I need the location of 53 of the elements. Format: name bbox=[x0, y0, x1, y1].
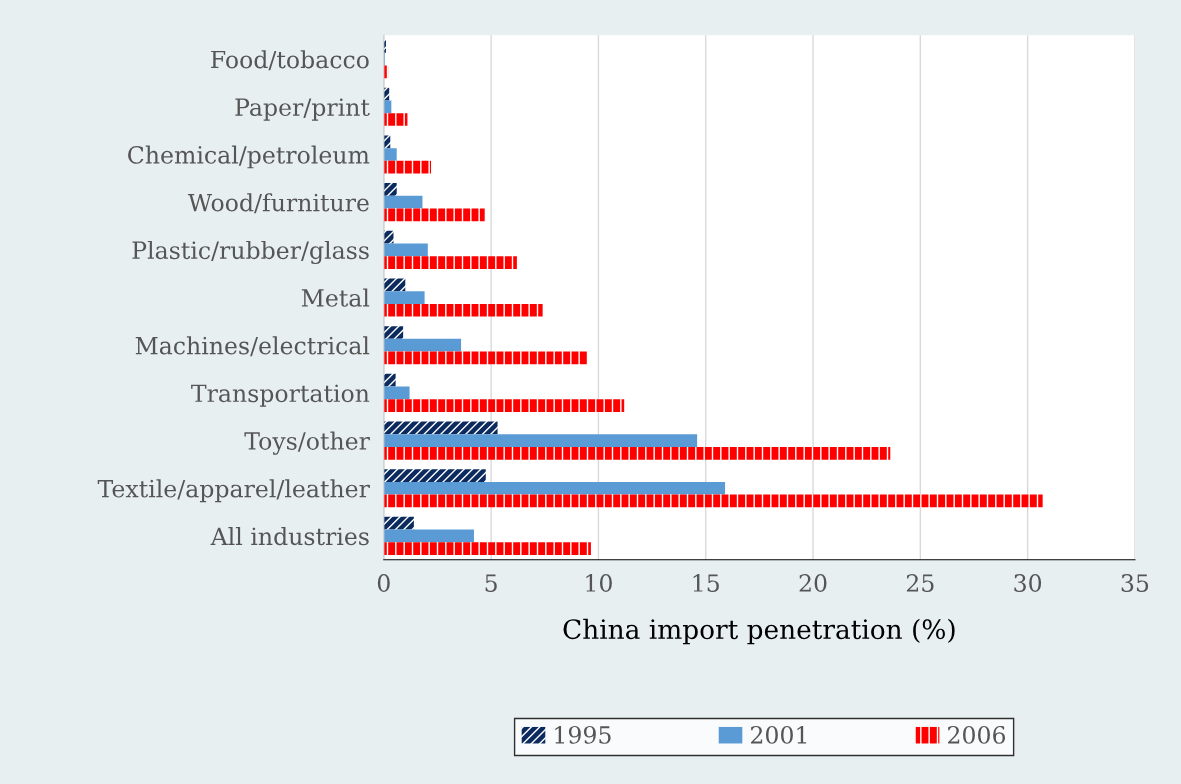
bar bbox=[383, 135, 391, 149]
x-tick-label: 30 bbox=[1014, 574, 1042, 592]
bar bbox=[383, 195, 423, 209]
bar bbox=[383, 421, 498, 435]
y-tick-label: Paper/print bbox=[235, 98, 370, 121]
y-tick-label: Metal bbox=[301, 288, 370, 307]
bar bbox=[383, 351, 588, 365]
bar bbox=[383, 256, 517, 269]
x-tick-label: 20 bbox=[799, 574, 827, 592]
y-tick-label: Toys/other bbox=[244, 431, 370, 455]
bar bbox=[383, 160, 432, 174]
bar bbox=[383, 243, 428, 257]
bar bbox=[383, 434, 698, 447]
bar bbox=[383, 100, 392, 114]
y-tick-label: Plastic/rubber/glass bbox=[132, 240, 369, 265]
bar bbox=[383, 386, 410, 400]
legend-label: 1995 bbox=[555, 725, 611, 744]
y-tick-label: Chemical/petroleum bbox=[128, 145, 370, 169]
bar bbox=[383, 338, 462, 352]
bar bbox=[383, 446, 891, 460]
legend-label: 2001 bbox=[751, 725, 807, 744]
bar bbox=[383, 40, 386, 53]
y-tick-label: Textile/apparel/leather bbox=[97, 479, 370, 503]
bar bbox=[383, 494, 1043, 508]
bar bbox=[383, 529, 474, 543]
bar bbox=[383, 291, 425, 304]
x-axis-title: China import penetration (%) bbox=[563, 618, 955, 645]
bar bbox=[383, 326, 404, 339]
y-tick-label: All industries bbox=[210, 526, 369, 546]
bar bbox=[383, 183, 397, 196]
bar bbox=[383, 542, 591, 556]
bar bbox=[383, 481, 726, 495]
legend-label: 2006 bbox=[948, 725, 1006, 744]
bar bbox=[383, 373, 396, 387]
bar bbox=[383, 516, 414, 530]
x-tick-label: 35 bbox=[1121, 574, 1149, 592]
x-tick-label: 10 bbox=[586, 574, 612, 592]
bar bbox=[383, 399, 625, 412]
bar bbox=[383, 278, 406, 292]
bar bbox=[383, 113, 408, 126]
x-tick-label: 15 bbox=[693, 574, 719, 592]
y-tick-label: Transportation bbox=[191, 384, 370, 407]
y-tick-label: Machines/electrical bbox=[135, 336, 370, 357]
x-tick-label: 5 bbox=[485, 574, 497, 592]
y-tick-label: Wood/furniture bbox=[187, 193, 369, 214]
bar bbox=[383, 303, 543, 317]
x-tick-label: 0 bbox=[377, 574, 390, 592]
y-tick-label: Food/tobacco bbox=[211, 50, 369, 71]
x-tick-label: 25 bbox=[906, 574, 934, 592]
bar bbox=[383, 469, 486, 482]
bar bbox=[383, 148, 397, 161]
bar bbox=[383, 65, 389, 79]
bar bbox=[383, 208, 485, 222]
